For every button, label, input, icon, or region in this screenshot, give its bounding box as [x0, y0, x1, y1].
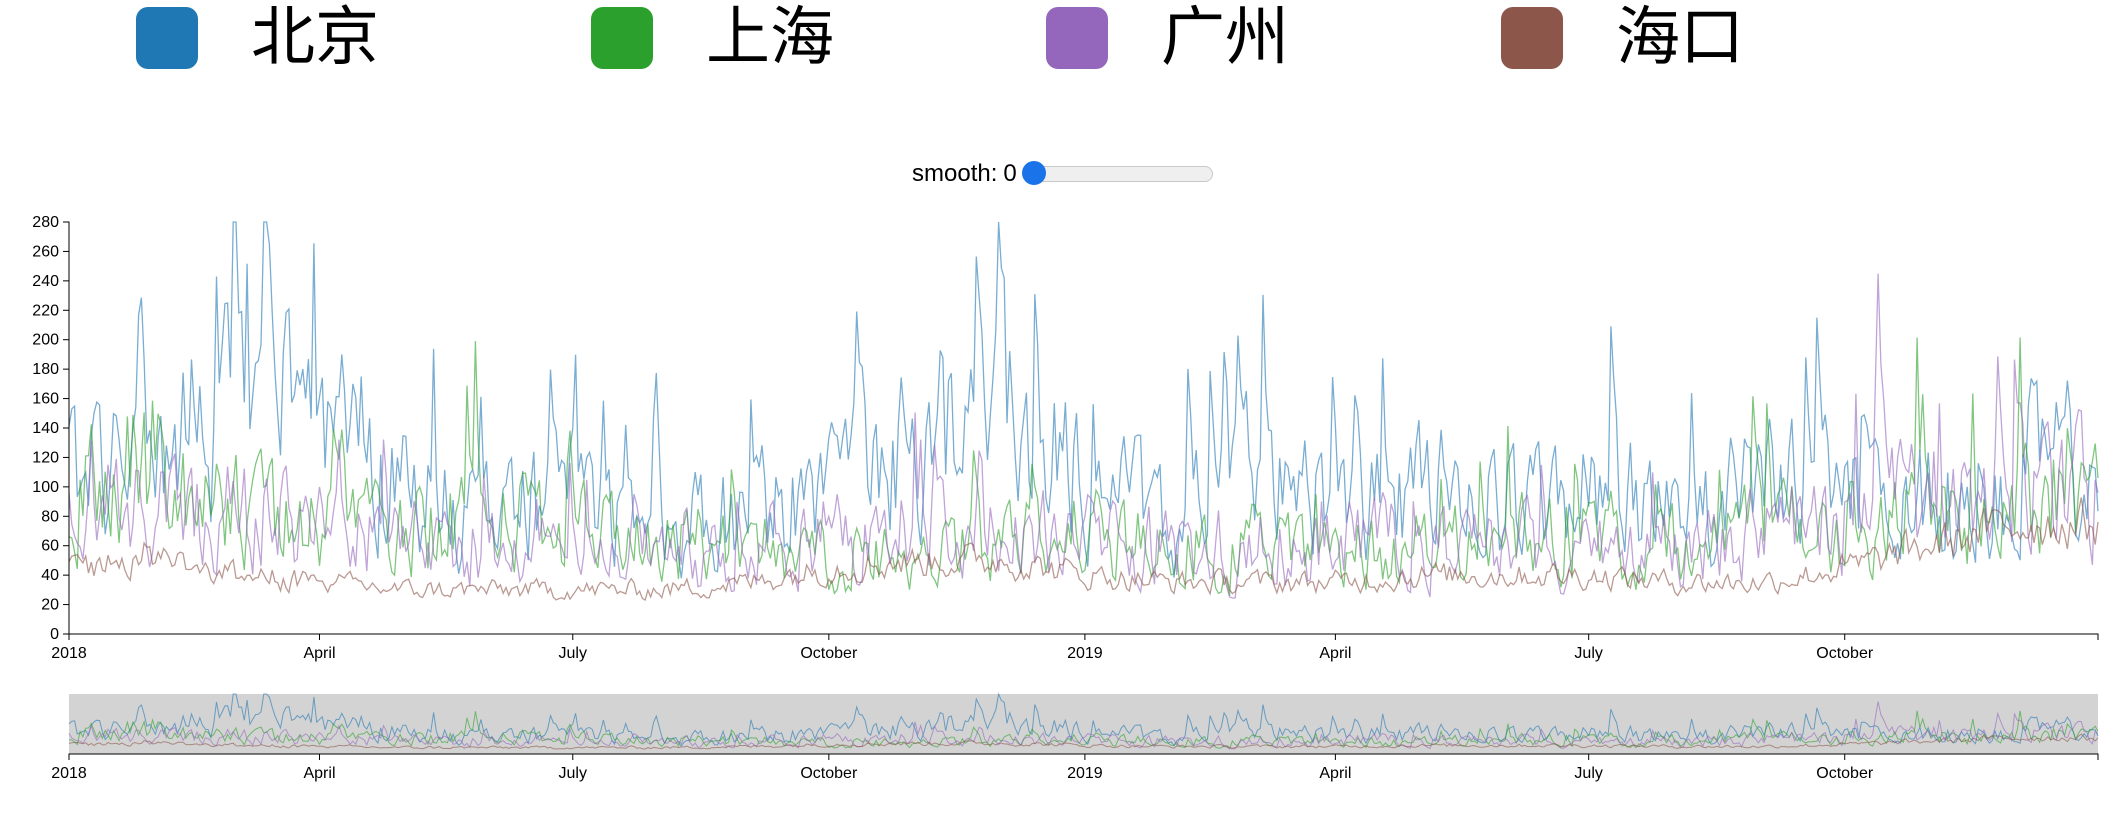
y-tick: 220 — [32, 302, 69, 319]
y-tick-label: 260 — [32, 243, 59, 260]
series-line-2 — [68, 273, 2099, 599]
x-tick-label: 2018 — [51, 765, 87, 782]
y-tick-label: 200 — [32, 332, 59, 349]
x-tick-label: 2018 — [51, 645, 87, 662]
y-tick: 240 — [32, 273, 69, 290]
y-tick: 60 — [41, 538, 69, 555]
smooth-value: 0 — [1003, 160, 1017, 187]
overview-x-axis: 2018 April July October 2019 April July October — [51, 753, 2099, 782]
x-tick: July — [1574, 754, 1603, 782]
legend-item-beijing[interactable]: 北京 — [136, 6, 379, 70]
y-tick: 200 — [32, 332, 69, 349]
legend-item-guangzhou[interactable]: 广州 — [1046, 6, 1289, 70]
legend-label: 上海 — [706, 1, 834, 75]
y-tick-label: 280 — [32, 214, 59, 231]
x-tick: October — [1816, 634, 1874, 662]
legend-label: 海口 — [1616, 1, 1744, 75]
x-tick-label: July — [1574, 765, 1602, 782]
y-tick-label: 160 — [32, 391, 59, 408]
series-line-3 — [68, 497, 2099, 601]
y-tick-label: 60 — [41, 538, 59, 555]
y-tick: 260 — [32, 243, 69, 260]
y-tick-label: 140 — [32, 420, 59, 437]
x-tick-label: October — [800, 765, 858, 782]
overview-brush-selection — [69, 694, 2098, 754]
legend-swatch — [591, 7, 653, 69]
y-tick-label: 40 — [41, 567, 59, 584]
x-tick: July — [1574, 634, 1603, 662]
y-tick-label: 80 — [41, 508, 59, 525]
x-tick: July — [559, 634, 587, 662]
y-tick: 140 — [32, 420, 69, 437]
overview-series-line-2 — [68, 701, 2099, 750]
y-tick: 100 — [32, 479, 69, 496]
y-tick-label: 220 — [32, 302, 59, 319]
smooth-label: smooth: — [912, 160, 998, 187]
x-tick-label: July — [559, 645, 587, 662]
y-tick-label: 180 — [32, 361, 59, 378]
y-tick: 120 — [32, 449, 69, 466]
series-line-1 — [68, 337, 2099, 597]
x-tick-label: April — [303, 765, 335, 782]
x-tick-label: April — [1319, 645, 1351, 662]
y-tick: 80 — [41, 508, 69, 525]
x-tick-label: October — [800, 645, 858, 662]
y-tick: 180 — [32, 361, 69, 378]
main-plot — [68, 221, 2099, 601]
x-tick-label: October — [1816, 645, 1874, 662]
y-tick: 160 — [32, 391, 69, 408]
y-tick: 20 — [41, 597, 69, 614]
x-tick-label: April — [1319, 765, 1351, 782]
y-tick-label: 100 — [32, 479, 59, 496]
legend: 北京 上海 广州 海口 — [0, 0, 2121, 90]
x-tick: July — [559, 754, 587, 782]
x-tick: April — [1319, 754, 1351, 782]
legend-swatch — [1501, 7, 1563, 69]
x-tick: April — [303, 634, 336, 662]
overview-series-line-3 — [68, 733, 2099, 750]
x-tick: October — [800, 634, 858, 662]
y-tick: 280 — [32, 214, 69, 231]
legend-swatch — [1046, 7, 1108, 69]
legend-item-haikou[interactable]: 海口 — [1501, 6, 1744, 70]
smooth-slider-thumb[interactable] — [1021, 161, 1046, 185]
x-tick: April — [303, 754, 336, 782]
legend-item-shanghai[interactable]: 上海 — [591, 6, 834, 70]
x-tick-label: 2019 — [1067, 765, 1103, 782]
smooth-slider[interactable] — [1021, 161, 1213, 185]
y-tick: 40 — [41, 567, 69, 584]
x-tick-label: July — [559, 765, 587, 782]
x-axis-line — [68, 753, 2099, 760]
x-axis-line — [68, 633, 2099, 640]
x-tick: April — [1319, 634, 1351, 662]
y-axis: 0 20 40 60 80 100 120 140 160 180 200 220 240 260 280 — [32, 214, 70, 643]
x-tick: October — [800, 754, 858, 782]
x-tick-label: 2019 — [1067, 645, 1103, 662]
legend-label: 北京 — [251, 1, 379, 75]
legend-label: 广州 — [1161, 1, 1289, 75]
y-tick-label: 20 — [41, 597, 59, 614]
y-tick-label: 240 — [32, 273, 59, 290]
x-axis: 2018 April July October 2019 April July October — [51, 633, 2099, 662]
y-tick-label: 120 — [32, 449, 59, 466]
y-tick: 0 — [50, 626, 69, 643]
y-tick-label: 0 — [50, 626, 59, 643]
overview-series-line-0 — [68, 692, 2099, 747]
x-tick: 2018 — [51, 634, 87, 662]
x-tick-label: October — [1816, 765, 1874, 782]
x-tick: 2019 — [1067, 754, 1103, 782]
x-tick-label: July — [1574, 645, 1602, 662]
x-tick: 2019 — [1067, 634, 1103, 662]
overview-brush-chart[interactable] — [68, 692, 2099, 754]
smooth-control: smooth: 0 — [912, 160, 1213, 188]
x-tick: October — [1816, 754, 1874, 782]
x-tick-label: April — [303, 645, 335, 662]
series-line-0 — [68, 221, 2099, 579]
legend-swatch — [136, 7, 198, 69]
x-tick: 2018 — [51, 754, 87, 782]
overview-series-line-1 — [68, 710, 2099, 750]
